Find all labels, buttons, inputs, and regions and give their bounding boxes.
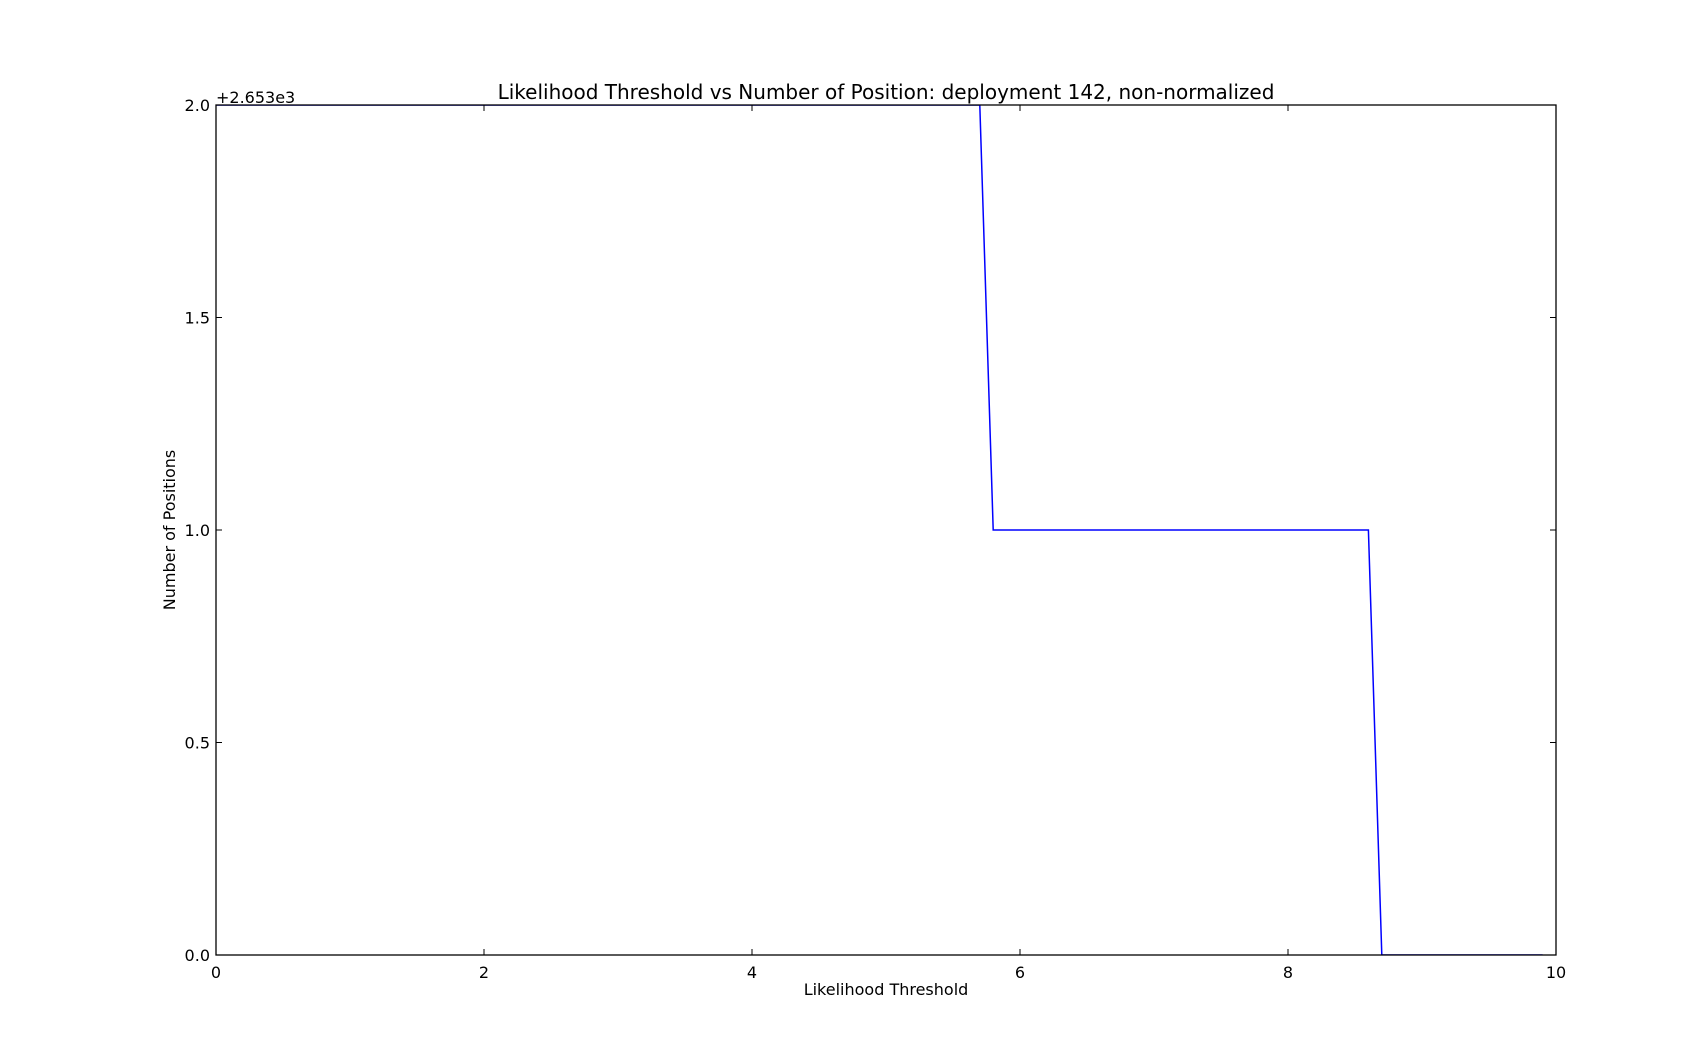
y-tick-label: 0.0 [185, 946, 210, 965]
chart-title: Likelihood Threshold vs Number of Positi… [498, 80, 1275, 104]
x-tick-label: 10 [1546, 963, 1566, 982]
y-tick-label: 1.5 [185, 309, 210, 328]
y-tick-label: 0.5 [185, 734, 210, 753]
x-axis-label: Likelihood Threshold [804, 980, 969, 999]
series-line [216, 105, 1543, 955]
x-tick-label: 8 [1283, 963, 1293, 982]
x-axis-ticks: 0 2 4 6 8 10 [211, 105, 1566, 982]
x-tick-label: 2 [479, 963, 489, 982]
y-offset-label: +2.653e3 [216, 88, 295, 107]
y-tick-label: 2.0 [185, 96, 210, 115]
x-tick-label: 4 [747, 963, 757, 982]
x-tick-label: 0 [211, 963, 221, 982]
series-layer [216, 105, 1543, 955]
y-axis-label: Number of Positions [160, 450, 179, 611]
x-tick-label: 6 [1015, 963, 1025, 982]
y-tick-label: 1.0 [185, 521, 210, 540]
